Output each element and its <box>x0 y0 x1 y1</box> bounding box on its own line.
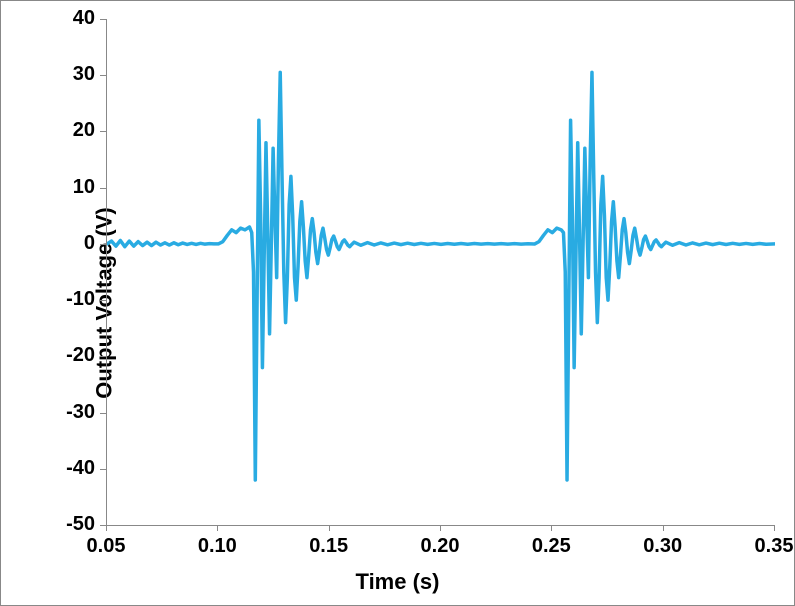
x-tick-mark <box>440 525 441 531</box>
voltage-series <box>107 19 775 525</box>
y-tick-label: -30 <box>45 401 95 424</box>
y-tick-mark <box>100 413 106 414</box>
voltage-trace <box>107 72 775 480</box>
x-tick-label: 0.10 <box>187 535 247 558</box>
y-tick-label: 10 <box>45 176 95 199</box>
plot-area <box>106 19 775 526</box>
x-tick-label: 0.35 <box>744 535 795 558</box>
y-tick-label: -20 <box>45 344 95 367</box>
x-tick-mark <box>106 525 107 531</box>
y-tick-mark <box>100 244 106 245</box>
y-tick-label: -50 <box>45 513 95 536</box>
x-tick-mark <box>329 525 330 531</box>
y-tick-label: -40 <box>45 457 95 480</box>
chart-frame: Output Voltage (V) Time (s) -50-40-30-20… <box>0 0 795 606</box>
x-tick-label: 0.25 <box>521 535 581 558</box>
y-tick-mark <box>100 188 106 189</box>
y-tick-label: 0 <box>45 232 95 255</box>
x-tick-label: 0.15 <box>299 535 359 558</box>
x-tick-mark <box>551 525 552 531</box>
y-tick-mark <box>100 75 106 76</box>
y-tick-label: -10 <box>45 288 95 311</box>
y-tick-label: 20 <box>45 119 95 142</box>
y-tick-mark <box>100 19 106 20</box>
y-tick-mark <box>100 469 106 470</box>
x-tick-mark <box>217 525 218 531</box>
x-tick-label: 0.05 <box>76 535 136 558</box>
x-tick-mark <box>774 525 775 531</box>
y-tick-mark <box>100 356 106 357</box>
y-tick-label: 30 <box>45 63 95 86</box>
y-tick-mark <box>100 131 106 132</box>
x-tick-mark <box>663 525 664 531</box>
x-tick-label: 0.20 <box>410 535 470 558</box>
x-axis-label: Time (s) <box>356 569 440 595</box>
y-tick-label: 40 <box>45 7 95 30</box>
x-tick-label: 0.30 <box>633 535 693 558</box>
y-tick-mark <box>100 300 106 301</box>
